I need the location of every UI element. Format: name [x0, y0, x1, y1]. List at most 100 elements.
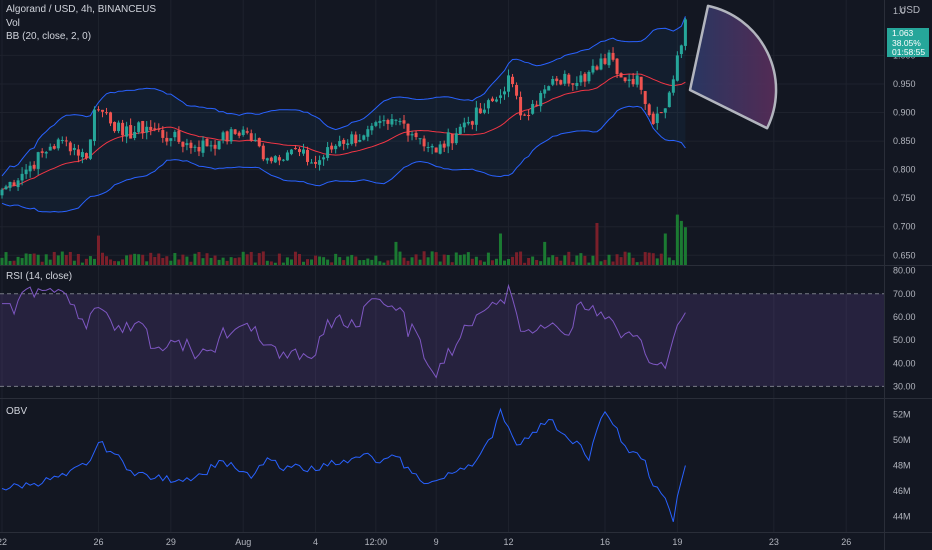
volume-bar [366, 258, 370, 265]
rsi-tick-label: 60.00 [893, 312, 916, 322]
candle [161, 126, 165, 143]
price-tick-label: 0.900 [893, 108, 916, 118]
candle-body [595, 66, 599, 70]
candle-body [326, 147, 330, 158]
candle-body [213, 144, 217, 149]
rsi-legend[interactable]: RSI (14, close) [6, 271, 73, 282]
time-tick-label: 9 [434, 537, 439, 547]
candle-body [44, 152, 48, 154]
candle [261, 143, 265, 162]
candle [16, 178, 20, 191]
volume-bar [117, 261, 121, 265]
volume-bar [535, 259, 539, 265]
volume-bar [466, 252, 470, 265]
volume-bar [88, 256, 92, 265]
candle [80, 148, 84, 164]
candle [52, 143, 56, 150]
volume-bar [675, 214, 679, 265]
volume-bar [68, 251, 72, 265]
volume-bar [0, 257, 4, 265]
candle [257, 137, 261, 148]
candle-body [599, 58, 603, 70]
volume-bar [56, 255, 60, 265]
candle-body [430, 145, 434, 148]
bb-legend[interactable]: BB (20, close, 2, 0) [6, 31, 92, 42]
volume-bar [382, 262, 386, 265]
candle-body [575, 83, 579, 86]
candle [611, 47, 615, 62]
volume-bar [410, 257, 414, 265]
volume-bar [422, 251, 426, 265]
last-price-badge: 1.063 38.05% 01:58:55 [887, 28, 929, 57]
candle-body [24, 169, 28, 175]
candle-body [109, 112, 113, 124]
candle-body [591, 65, 595, 73]
volume-bar [153, 256, 157, 265]
volume-bar [607, 254, 611, 265]
volume-bar [249, 251, 253, 265]
candle-body [72, 147, 76, 150]
candle-body [559, 80, 563, 85]
candle [229, 126, 233, 145]
candle-body [197, 146, 201, 152]
candle [571, 83, 575, 91]
vol-legend[interactable]: Vol [6, 18, 20, 29]
volume-bar [265, 260, 269, 265]
volume-bar [494, 258, 498, 265]
volume-bar [378, 261, 382, 265]
volume-bar [527, 257, 531, 265]
volume-bar [181, 254, 185, 265]
time-axis[interactable]: 22 26 29 Aug 4 12:00 9 12 16 19 23 26 [0, 537, 851, 547]
candle [253, 133, 257, 142]
candle-body [225, 131, 229, 142]
candle [40, 148, 44, 158]
bb-fill [2, 16, 686, 213]
arc-drawing[interactable] [688, 4, 778, 130]
rsi-pane [0, 283, 884, 387]
candle [169, 138, 173, 147]
candle [314, 155, 318, 169]
rsi-line [2, 283, 686, 379]
symbol-legend[interactable]: Algorand / USD, 4h, BINANCEUS [6, 4, 157, 15]
candle-body [663, 108, 667, 113]
obv-legend[interactable]: OBV [6, 406, 28, 417]
candle [523, 113, 527, 116]
volume-bar [627, 252, 631, 265]
candle [125, 121, 129, 144]
candle-body [80, 152, 84, 158]
volume-bar [322, 257, 326, 265]
candle [137, 121, 141, 135]
candle [92, 106, 96, 146]
volume-bar [121, 259, 125, 265]
candle-body [635, 75, 639, 85]
candle [32, 161, 36, 171]
candle-body [539, 93, 543, 107]
volume-bar [386, 260, 390, 265]
candle [36, 151, 40, 175]
candle [555, 75, 559, 86]
candle-body [587, 71, 591, 82]
candle-body [169, 138, 173, 141]
volume-bar [314, 255, 318, 265]
candle-body [221, 132, 225, 141]
candle [507, 69, 511, 98]
candle-body [647, 104, 651, 116]
candle [302, 143, 305, 156]
candle-body [52, 146, 56, 149]
candle [149, 120, 153, 136]
candle [430, 143, 434, 155]
price-change: 38.05% [892, 37, 921, 48]
time-tick-label: 12 [504, 537, 514, 547]
candle-body [68, 142, 72, 152]
candle-body [603, 58, 607, 64]
candle [153, 122, 157, 132]
candle-body [507, 75, 511, 92]
candle-body [289, 149, 293, 155]
volume-bar [498, 233, 502, 265]
price-axis[interactable]: 0.6500.7000.7500.8000.8500.9000.9501.000… [893, 6, 916, 522]
candle-body [382, 120, 386, 122]
volume-bar [237, 257, 241, 265]
candle [599, 53, 603, 71]
